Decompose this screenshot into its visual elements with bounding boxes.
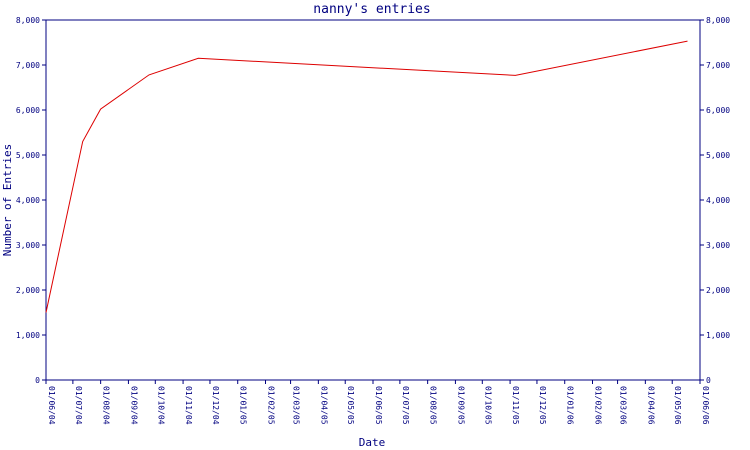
x-axis-title: Date bbox=[359, 436, 386, 449]
x-tick-label: 01/03/05 bbox=[292, 386, 301, 425]
x-tick-label: 01/06/06 bbox=[701, 386, 710, 425]
series-line bbox=[45, 40, 688, 313]
data-point bbox=[686, 40, 689, 43]
y-tick-label-left: 8,000 bbox=[16, 16, 40, 25]
x-tick-label: 01/06/04 bbox=[47, 386, 56, 425]
y-tick-label-right: 1,000 bbox=[706, 331, 730, 340]
x-tick-label: 01/08/04 bbox=[102, 386, 111, 425]
x-tick-label: 01/01/06 bbox=[566, 386, 575, 425]
y-tick-label-right: 7,000 bbox=[706, 61, 730, 70]
x-tick-label: 01/01/05 bbox=[239, 386, 248, 425]
y-tick-label-left: 0 bbox=[35, 376, 40, 385]
plot-frame bbox=[45, 19, 701, 381]
data-point bbox=[197, 57, 200, 60]
y-tick-label-left: 1,000 bbox=[16, 331, 40, 340]
x-tick-label: 01/03/06 bbox=[619, 386, 628, 425]
x-tick-label: 01/04/05 bbox=[319, 386, 328, 425]
x-tick-label: 01/12/04 bbox=[211, 386, 220, 425]
data-point bbox=[514, 74, 517, 77]
data-point bbox=[81, 140, 84, 143]
plot-area: 0 0 1,000 1,000 2,000 2,000 3,000 3,000 4,000 4,0… bbox=[16, 16, 730, 425]
data-point bbox=[148, 73, 151, 76]
y-tick-label-left: 6,000 bbox=[16, 106, 40, 115]
y-tick-label-left: 5,000 bbox=[16, 151, 40, 160]
data-point bbox=[99, 108, 102, 111]
data-point bbox=[45, 311, 48, 314]
y-tick-label-left: 7,000 bbox=[16, 61, 40, 70]
y-tick-label-right: 3,000 bbox=[706, 241, 730, 250]
chart-title: nanny's entries bbox=[313, 2, 430, 17]
y-tick-label-right: 8,000 bbox=[706, 16, 730, 25]
y-tick-label-right: 4,000 bbox=[706, 196, 730, 205]
x-tick-label: 01/05/06 bbox=[673, 386, 682, 425]
x-tick-label: 01/11/04 bbox=[184, 386, 193, 425]
y-tick-label-left: 4,000 bbox=[16, 196, 40, 205]
x-tick-label: 01/04/06 bbox=[646, 386, 655, 425]
y-tick-label-right: 0 bbox=[706, 376, 711, 385]
x-tick-label: 01/09/04 bbox=[129, 386, 138, 425]
y-tick-label-right: 2,000 bbox=[706, 286, 730, 295]
x-tick-label: 01/10/05 bbox=[483, 386, 492, 425]
x-tick-label: 01/12/05 bbox=[538, 386, 547, 425]
y-axis-title: Number of Entries bbox=[1, 144, 14, 257]
x-tick-label: 01/07/04 bbox=[74, 386, 83, 425]
x-tick-label: 01/07/05 bbox=[401, 386, 410, 425]
x-tick-label: 01/10/04 bbox=[156, 386, 165, 425]
y-tick-label-right: 5,000 bbox=[706, 151, 730, 160]
x-tick-label: 01/11/05 bbox=[511, 386, 520, 425]
x-tick-label: 01/05/05 bbox=[346, 386, 355, 425]
y-tick-label-right: 6,000 bbox=[706, 106, 730, 115]
x-tick-label: 01/02/06 bbox=[593, 386, 602, 425]
x-tick-label: 01/08/05 bbox=[429, 386, 438, 425]
x-tick-label: 01/02/05 bbox=[266, 386, 275, 425]
x-tick-label: 01/09/05 bbox=[456, 386, 465, 425]
y-tick-label-left: 2,000 bbox=[16, 286, 40, 295]
y-tick-label-left: 3,000 bbox=[16, 241, 40, 250]
x-tick-label: 01/06/05 bbox=[374, 386, 383, 425]
